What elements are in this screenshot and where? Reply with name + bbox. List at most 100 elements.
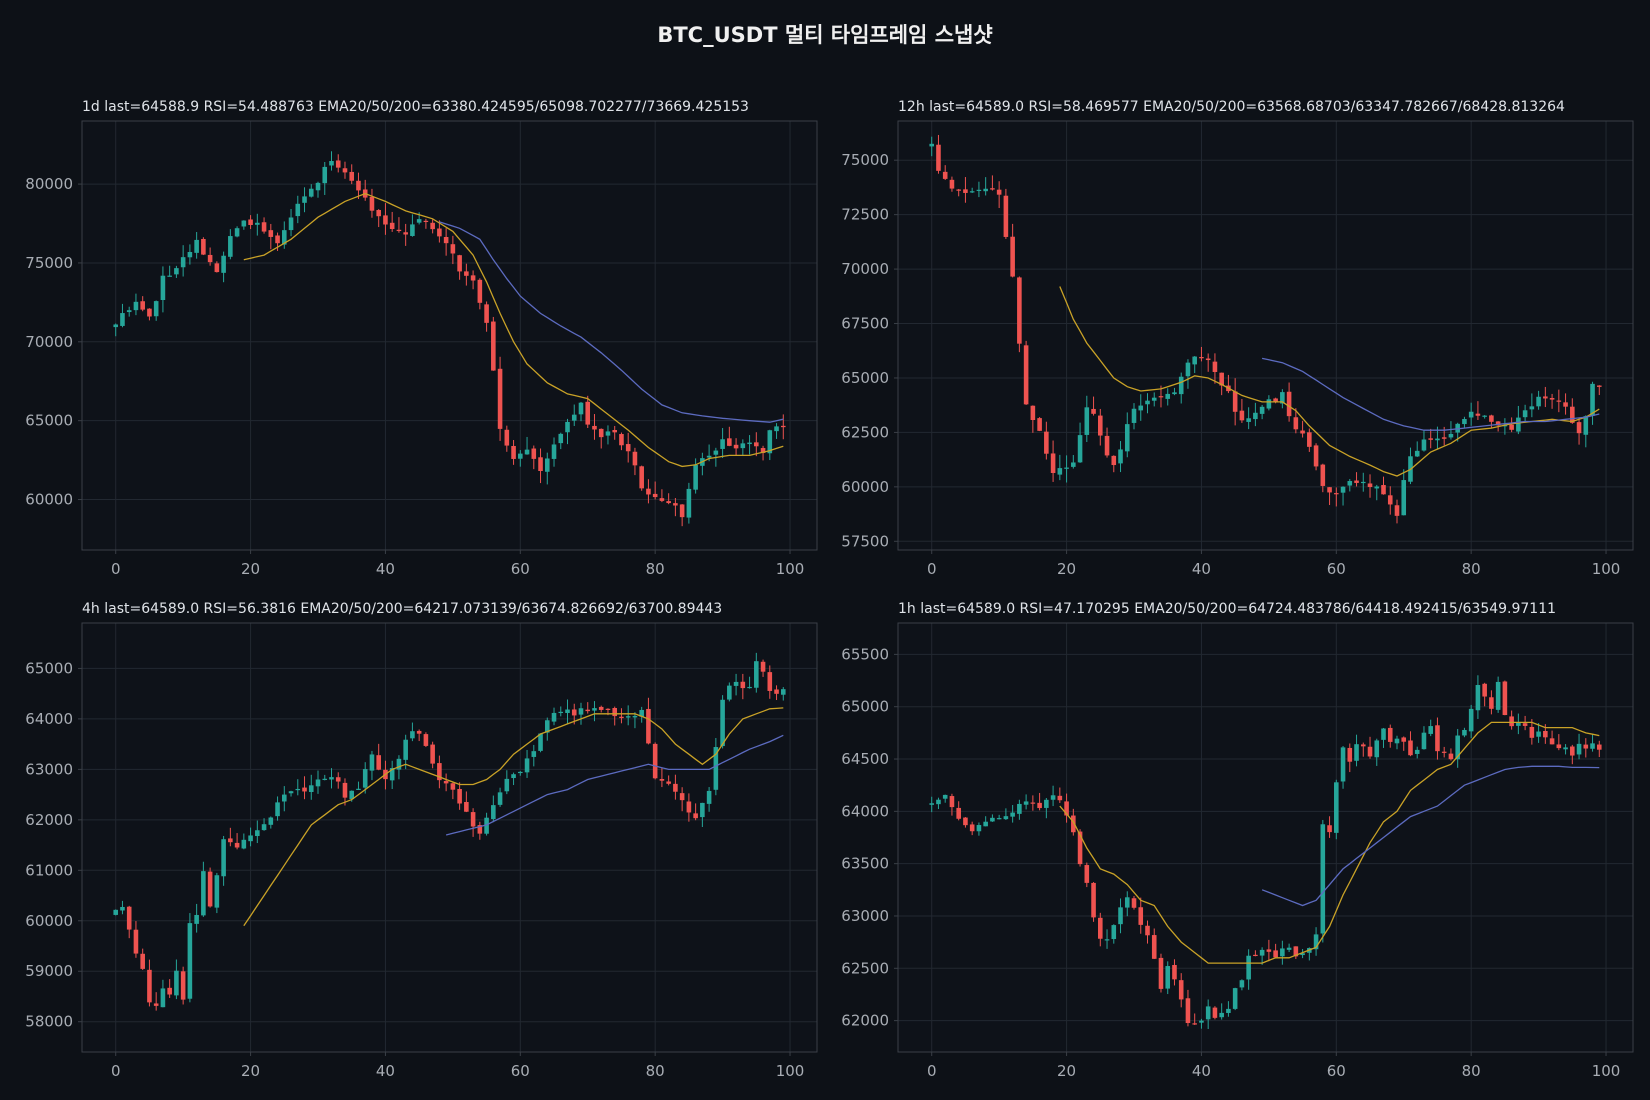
candle xyxy=(1232,987,1238,1011)
axes-frame xyxy=(81,120,818,551)
candle xyxy=(1050,785,1056,807)
candle xyxy=(524,749,530,778)
candle-body-down xyxy=(416,730,422,734)
candle xyxy=(1165,388,1171,406)
candle-body-down xyxy=(464,271,469,276)
candle-body-up xyxy=(1320,824,1326,934)
candle-body-down xyxy=(1543,730,1548,738)
candle-body-down xyxy=(147,308,152,317)
candle xyxy=(1124,891,1130,917)
candle xyxy=(1360,742,1366,757)
candle-body-up xyxy=(1495,681,1501,710)
candle-body-down xyxy=(423,734,429,746)
candle-body-up xyxy=(1138,405,1144,411)
candle xyxy=(1421,726,1427,750)
candle-body-up xyxy=(524,449,530,455)
candle xyxy=(228,229,233,260)
candle xyxy=(963,177,968,203)
candle-body-up xyxy=(322,166,328,184)
candle xyxy=(1529,719,1535,745)
candle xyxy=(477,821,483,840)
candle-body-down xyxy=(1178,980,1184,1000)
candle-body-down xyxy=(450,244,456,254)
candle xyxy=(1259,947,1265,965)
candle-body-down xyxy=(619,434,624,446)
candle xyxy=(342,161,348,179)
candle-body-down xyxy=(356,180,361,191)
candle-body-up xyxy=(605,431,611,436)
y-tick-label: 63500 xyxy=(841,855,889,873)
candle-body-up xyxy=(639,709,644,717)
candle-body-up xyxy=(1462,729,1467,736)
candle xyxy=(1064,455,1069,483)
candle-body-down xyxy=(760,661,766,672)
candle xyxy=(956,801,961,821)
candle xyxy=(551,707,557,726)
candle xyxy=(180,245,186,277)
candle-body-up xyxy=(565,421,570,433)
candle-body-down xyxy=(598,428,604,438)
candle xyxy=(1030,795,1036,811)
candle xyxy=(1482,682,1487,707)
candle-body-up xyxy=(1124,424,1130,452)
candle xyxy=(1401,469,1407,516)
candle xyxy=(153,992,159,1011)
candle-body-up xyxy=(410,731,415,739)
candle xyxy=(504,770,510,795)
candle-body-up xyxy=(174,268,179,275)
candle xyxy=(1408,731,1413,757)
candle xyxy=(1023,340,1029,405)
candle-body-up xyxy=(1246,955,1251,980)
candle xyxy=(255,213,260,236)
chart-panel-1h: 0 20 40 60 80 100 62000 62500 63000 63500 64000 645… xyxy=(841,601,1634,1080)
candle xyxy=(1374,738,1380,766)
candle-body-down xyxy=(147,969,152,1003)
candle-body-up xyxy=(1590,743,1595,749)
candle-body-up xyxy=(1239,980,1245,988)
candle xyxy=(1590,734,1595,752)
candle-body-down xyxy=(1158,396,1164,398)
y-tick-label: 63000 xyxy=(25,760,73,778)
candle-body-down xyxy=(389,222,395,230)
candle xyxy=(686,482,692,524)
axes-frame xyxy=(81,622,818,1053)
candle xyxy=(538,733,543,753)
candle xyxy=(511,772,516,786)
candle xyxy=(194,232,199,259)
candle xyxy=(1151,392,1157,407)
candle-body-down xyxy=(1239,410,1245,421)
candle xyxy=(578,702,584,725)
candle-body-down xyxy=(491,321,496,371)
candle xyxy=(1017,276,1022,353)
candle xyxy=(356,172,361,200)
candle-body-down xyxy=(1030,405,1036,420)
candle xyxy=(727,426,732,447)
candle xyxy=(619,432,624,451)
candle xyxy=(1414,441,1420,458)
candle-body-up xyxy=(592,708,597,711)
candle-body-up xyxy=(1077,435,1083,463)
candle-body-up xyxy=(720,699,725,747)
candle-body-up xyxy=(551,712,557,722)
candle-body-down xyxy=(969,824,975,832)
candle xyxy=(241,833,247,850)
x-tick-label: 0 xyxy=(111,1062,121,1080)
candle xyxy=(1280,389,1285,409)
candle xyxy=(1428,719,1433,737)
candle-body-down xyxy=(430,744,435,764)
candle xyxy=(1111,924,1117,944)
y-tick-label: 64000 xyxy=(25,710,73,728)
candle-body-up xyxy=(194,914,199,924)
candle-body-up xyxy=(1165,393,1171,399)
candle-body-up xyxy=(403,739,408,760)
candle xyxy=(1003,808,1009,820)
candle xyxy=(437,755,442,789)
candle xyxy=(1232,378,1238,426)
candle xyxy=(383,203,388,235)
candle xyxy=(349,164,355,185)
candle xyxy=(936,797,941,810)
candle-body-down xyxy=(531,448,537,459)
candle xyxy=(1320,819,1326,943)
candle xyxy=(598,428,604,449)
candle xyxy=(1064,793,1069,823)
